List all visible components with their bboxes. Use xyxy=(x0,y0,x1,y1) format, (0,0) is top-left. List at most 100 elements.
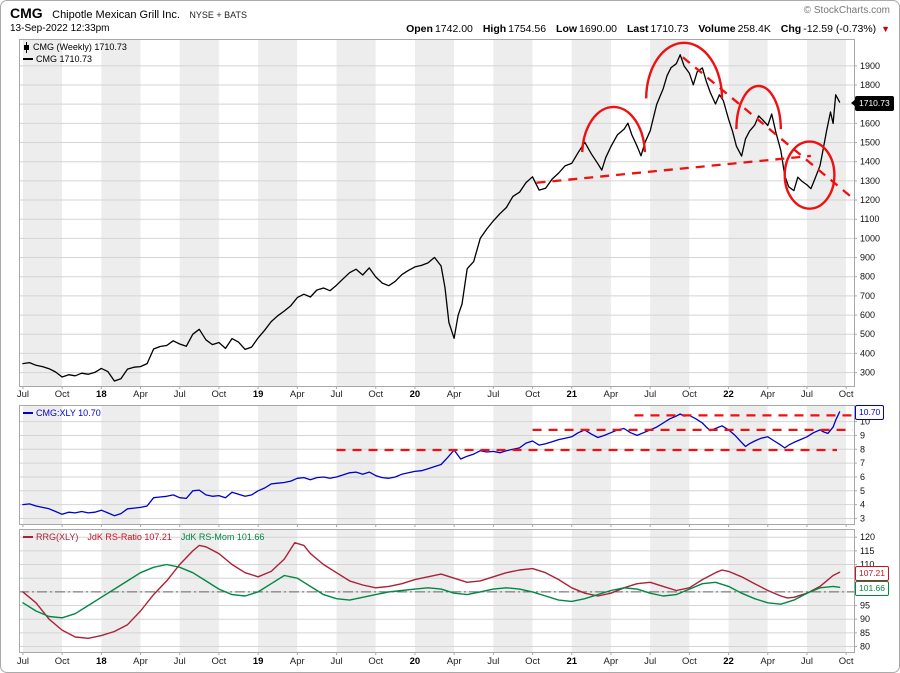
y-axis-label: 1600 xyxy=(860,118,880,128)
x-axis-label: Oct xyxy=(368,656,383,667)
x-axis-label: Jul xyxy=(174,389,186,400)
candlestick-icon xyxy=(24,42,29,54)
y-axis-label: 1200 xyxy=(860,195,880,205)
y-axis-label: 85 xyxy=(860,628,870,638)
y-axis-label: 1900 xyxy=(860,61,880,71)
legend-item: CMG:XLY 10.70 xyxy=(23,408,101,418)
rrg-legend: RRG(XLY) JdK RS-Ratio 107.21 JdK RS-Mom 10… xyxy=(23,531,273,543)
high-value: 1754.56 xyxy=(508,23,547,35)
annotation-arc xyxy=(581,105,647,153)
ratio-value-tag: 10.70 xyxy=(855,405,885,421)
low-label: Low xyxy=(556,23,578,35)
x-axis-label: Apr xyxy=(447,656,462,667)
volume-label: Volume xyxy=(698,23,736,35)
y-axis-label: 8 xyxy=(860,444,865,454)
y-axis-label: 500 xyxy=(860,329,875,339)
price-legend: CMG (Weekly) 1710.73 CMG 1710.73 xyxy=(23,41,136,65)
y-axis-label: 10 xyxy=(860,417,870,427)
ratio-legend: CMG:XLY 10.70 xyxy=(23,407,110,419)
rrg-value-tag: 107.21 xyxy=(855,565,889,581)
x-axis-label: 22 xyxy=(723,656,734,667)
y-axis-label: 300 xyxy=(860,368,875,378)
annotation-arc xyxy=(735,84,782,130)
ticker-symbol: CMG xyxy=(10,5,43,21)
open-label: Open xyxy=(406,23,433,35)
y-axis-label: 900 xyxy=(860,253,875,263)
y-axis-label: 1000 xyxy=(860,233,880,243)
y-axis-label: 6 xyxy=(860,472,865,482)
company-name: Chipotle Mexican Grill Inc. xyxy=(52,9,180,21)
x-axis-label: Apr xyxy=(760,656,775,667)
x-axis-label: 21 xyxy=(566,389,577,400)
quote-row: 13-Sep-2022 12:33pm Open 1742.00 High 1754… xyxy=(10,23,890,35)
x-axis-label: Jul xyxy=(330,656,342,667)
x-axis-label: 19 xyxy=(253,389,264,400)
legend-swatch xyxy=(23,535,33,538)
legend-item: RRG(XLY) xyxy=(23,532,78,542)
down-arrow-icon: ▼ xyxy=(881,24,890,34)
high-label: High xyxy=(482,23,507,35)
legend-swatch xyxy=(23,411,33,414)
x-axis-label: Apr xyxy=(290,656,305,667)
annotation-dashed-trendline xyxy=(682,56,854,200)
x-axis-label: Oct xyxy=(525,389,540,400)
open-value: 1742.00 xyxy=(434,23,473,35)
y-axis-label: 1400 xyxy=(860,157,880,167)
y-axis-label: 5 xyxy=(860,486,865,496)
x-axis-label: Apr xyxy=(290,389,305,400)
rrg-panel: 80859095100105110115120 xyxy=(19,529,875,655)
x-axis-label: Oct xyxy=(682,656,697,667)
annotation-ellipse xyxy=(783,140,836,210)
x-axis-label: 20 xyxy=(410,656,421,667)
annotation-dashed-trendline xyxy=(536,154,811,184)
x-axis-label: Apr xyxy=(447,389,462,400)
legend-swatch xyxy=(23,57,33,60)
series-line-jdk-rs-ratio xyxy=(22,542,841,639)
volume-value: 258.4K xyxy=(737,23,771,35)
series-line-jdk-rs-mom xyxy=(22,563,841,619)
x-axis-label: Jul xyxy=(487,389,499,400)
x-axis-label: Oct xyxy=(839,389,854,400)
x-axis-label: 19 xyxy=(253,656,264,667)
x-axis-label: 21 xyxy=(566,656,577,667)
price-value-tag: 1710.73 xyxy=(851,95,894,111)
x-axis-label: Apr xyxy=(133,656,148,667)
x-axis-label: Oct xyxy=(368,389,383,400)
y-axis-label: 3 xyxy=(860,513,865,523)
x-axis-label: Oct xyxy=(682,389,697,400)
y-axis-label: 1800 xyxy=(860,80,880,90)
chg-value: -12.59 (-0.73%) xyxy=(803,23,877,35)
x-axis-label: Apr xyxy=(604,656,619,667)
x-axis-label: Apr xyxy=(604,389,619,400)
x-axis-label: Jul xyxy=(644,389,656,400)
y-axis-label: 120 xyxy=(860,532,875,542)
y-axis-label: 110 xyxy=(860,560,874,570)
legend-item: JdK RS-Ratio 107.21 xyxy=(87,532,172,542)
series-line-cmg xyxy=(22,54,841,382)
x-axis-label: Jul xyxy=(17,656,29,667)
x-axis-label: 18 xyxy=(96,389,107,400)
rrg-value-tag: 101.66 xyxy=(855,580,889,596)
chart-header: CMG Chipotle Mexican Grill Inc. NYSE + B… xyxy=(1,1,899,38)
price-panel: 300 400 500 600 700 800 900 1000 1100 1200 1300 140… xyxy=(19,39,880,389)
y-axis-label: 4 xyxy=(860,500,865,510)
y-axis-label: 800 xyxy=(860,272,875,282)
x-axis-label: Jul xyxy=(644,656,656,667)
quote-strip: Open 1742.00 High 1754.56 Low 1690.00 Last 1… xyxy=(399,23,890,35)
annotation-arc xyxy=(645,41,724,99)
x-axis-label: Oct xyxy=(525,656,540,667)
x-axis-label: Jul xyxy=(801,656,813,667)
x-axis-label: Oct xyxy=(212,656,227,667)
legend-item: CMG 1710.73 xyxy=(23,54,92,64)
ratio-panel: 3 4 5 6 7 8 9 10 xyxy=(19,405,870,527)
y-axis-label: 1300 xyxy=(860,176,880,186)
x-axis-label: 22 xyxy=(723,389,734,400)
x-axis-label: Jul xyxy=(17,389,29,400)
y-axis-label: 80 xyxy=(860,642,870,652)
legend-item: CMG (Weekly) 1710.73 xyxy=(23,42,127,54)
x-axis-label: Jul xyxy=(174,656,186,667)
y-axis-label: 7 xyxy=(860,458,865,468)
x-axis-label: Jul xyxy=(330,389,342,400)
